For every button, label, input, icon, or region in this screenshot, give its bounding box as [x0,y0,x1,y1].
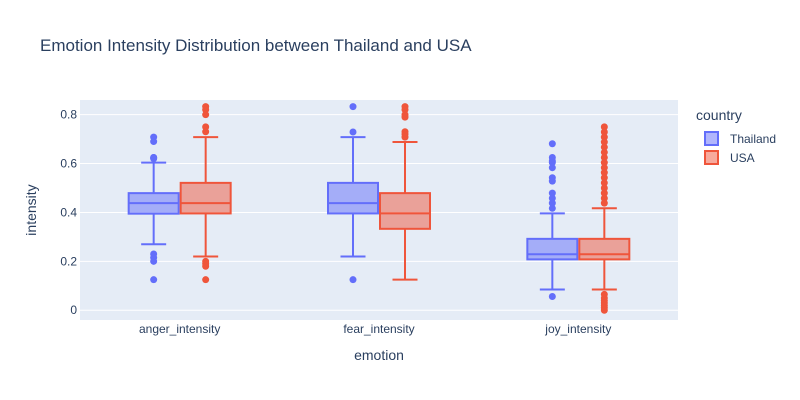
outlier-point [349,276,357,284]
outlier-point [548,204,556,212]
outlier-point [600,194,608,202]
outlier-point [202,123,210,131]
box-iqr [526,237,579,261]
outlier-point [548,189,556,197]
y-tick-label: 0.6 [60,157,77,171]
y-tick-label: 0.8 [60,108,77,122]
outlier-point [600,143,608,151]
outlier-point [349,103,357,111]
outlier-point [202,128,210,136]
outlier-point [600,159,608,167]
outlier-point [548,199,556,207]
legend-title: country [696,107,742,123]
legend-item-usa[interactable]: USA [704,150,755,165]
outlier-point [600,306,608,314]
outlier-point [600,123,608,131]
box-iqr [578,237,631,261]
outlier-point [150,155,158,163]
x-tick-label: anger_intensity [139,322,220,336]
x-axis-title: emotion [354,347,404,363]
outlier-point [150,138,158,146]
outlier-point [600,199,608,207]
legend[interactable]: country Thailand USA [696,107,776,165]
outlier-point [349,128,357,136]
chart-title: Emotion Intensity Distribution between T… [40,36,472,55]
outlier-point [401,113,409,121]
y-tick-labels: 0 0.2 0.4 0.6 0.8 [60,108,77,318]
outlier-point [548,293,556,301]
box-iqr [179,181,232,215]
outlier-point [600,174,608,182]
outlier-point [600,128,608,136]
outlier-point [548,159,556,167]
outlier-point [202,262,210,270]
outlier-point [600,184,608,192]
legend-swatch [704,150,719,165]
outlier-point [202,111,210,119]
legend-swatch [704,131,719,146]
outlier-point [600,138,608,146]
y-tick-label: 0 [70,303,77,317]
legend-item-thailand[interactable]: Thailand [704,131,776,146]
outlier-point [150,257,158,265]
y-tick-label: 0.2 [60,254,77,268]
legend-label: USA [730,151,755,165]
outlier-point [600,133,608,141]
outlier-point [202,276,210,284]
y-tick-label: 0.4 [60,205,77,219]
outlier-point [600,179,608,187]
legend-label: Thailand [730,132,776,146]
box-series [127,103,631,314]
outlier-point [401,133,409,141]
outlier-point [600,153,608,161]
outlier-point [600,189,608,197]
outlier-point [548,140,556,148]
outlier-point [401,106,409,114]
outlier-point [600,169,608,177]
outlier-point [150,276,158,284]
x-tick-label: joy_intensity [544,322,611,336]
outlier-point [202,106,210,114]
outlier-point [600,164,608,172]
outlier-point [548,164,556,172]
box-iqr [327,181,379,215]
x-tick-label: fear_intensity [343,322,414,336]
box-iqr [379,192,431,230]
outlier-point [548,194,556,202]
x-tick-labels: anger_intensity fear_intensity joy_intensi… [139,322,611,336]
y-axis-title: intensity [23,184,39,235]
outlier-point [548,177,556,185]
outlier-point [600,148,608,156]
